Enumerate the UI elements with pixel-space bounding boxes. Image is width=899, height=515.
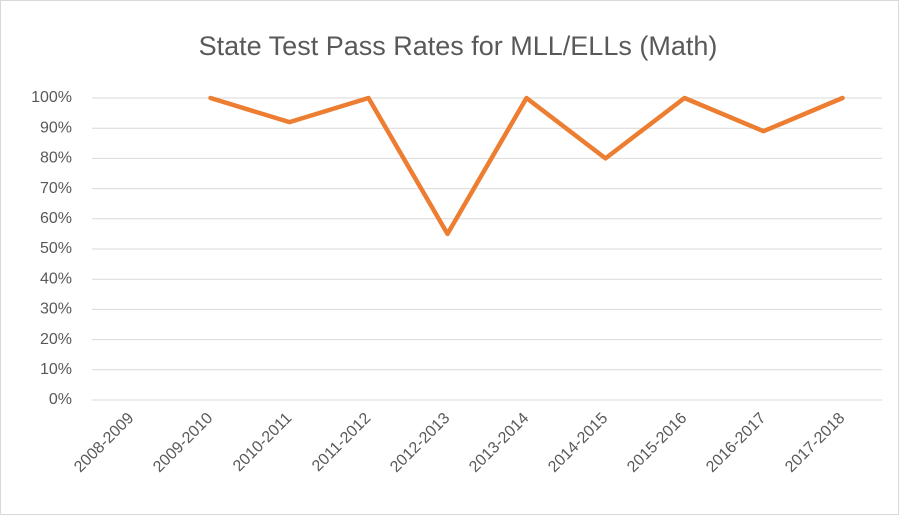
y-tick-label: 70% — [40, 180, 72, 197]
y-tick-label: 30% — [40, 301, 72, 318]
chart-title: State Test Pass Rates for MLL/ELLs (Math… — [199, 31, 718, 61]
y-tick-label: 80% — [40, 150, 72, 167]
y-tick-label: 100% — [31, 89, 72, 106]
y-tick-label: 90% — [40, 119, 72, 136]
y-tick-label: 0% — [49, 391, 72, 408]
y-tick-label: 60% — [40, 210, 72, 227]
y-tick-label: 10% — [40, 361, 72, 378]
y-tick-label: 50% — [40, 240, 72, 257]
y-tick-label: 20% — [40, 331, 72, 348]
y-tick-label: 40% — [40, 270, 72, 287]
line-series — [208, 95, 845, 237]
